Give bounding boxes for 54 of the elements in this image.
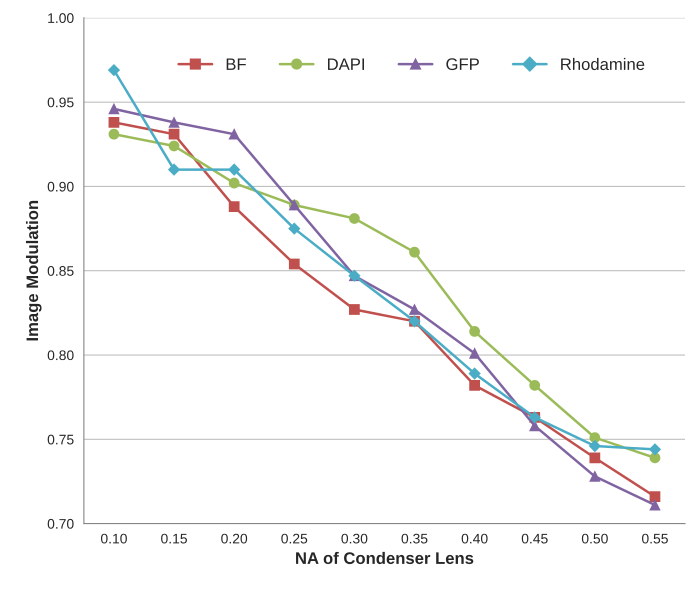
point bbox=[168, 164, 180, 176]
y-tick-label: 1.00 bbox=[48, 13, 74, 24]
point bbox=[588, 440, 601, 452]
point bbox=[650, 500, 660, 510]
point bbox=[288, 222, 300, 234]
legend-label: BF bbox=[226, 58, 246, 70]
x-tick-label: 0.45 bbox=[522, 534, 548, 544]
point bbox=[288, 258, 300, 270]
x-tick-label: 0.50 bbox=[582, 534, 608, 544]
legend-label: GFP bbox=[446, 58, 479, 70]
point bbox=[469, 380, 480, 391]
point bbox=[349, 213, 360, 224]
point bbox=[228, 201, 240, 212]
point bbox=[108, 128, 120, 140]
point bbox=[468, 368, 481, 380]
x-tick-label: 0.20 bbox=[221, 534, 248, 544]
legend-label: Rhodamine bbox=[561, 58, 644, 70]
point bbox=[469, 348, 480, 359]
y-tick-label: 0.85 bbox=[48, 266, 74, 276]
point bbox=[108, 64, 120, 76]
x-tick-label: 0.55 bbox=[642, 534, 668, 544]
point bbox=[168, 116, 180, 128]
point bbox=[650, 452, 660, 464]
x-tick-label: 0.35 bbox=[402, 534, 428, 544]
point bbox=[589, 432, 600, 444]
y-tick-label: 0.70 bbox=[48, 518, 74, 529]
point bbox=[529, 380, 540, 391]
y-tick-label: 0.90 bbox=[48, 182, 74, 192]
point bbox=[469, 326, 480, 337]
x-tick-label: 0.40 bbox=[462, 534, 488, 544]
point bbox=[168, 140, 180, 152]
point bbox=[409, 304, 420, 315]
legend-label: DAPI bbox=[328, 58, 364, 70]
point bbox=[108, 104, 120, 114]
y-tick-label: 0.75 bbox=[48, 434, 74, 444]
x-tick-label: 0.15 bbox=[161, 534, 187, 544]
point bbox=[228, 164, 240, 176]
point bbox=[228, 178, 240, 188]
point bbox=[349, 304, 360, 315]
y-axis-title: Image Modulation bbox=[26, 200, 42, 340]
point bbox=[649, 444, 661, 456]
point bbox=[168, 128, 180, 140]
x-tick-label: 0.10 bbox=[100, 534, 127, 544]
point bbox=[589, 452, 600, 464]
x-tick-label: 0.25 bbox=[281, 534, 308, 544]
point bbox=[228, 128, 240, 140]
point bbox=[409, 246, 420, 258]
point bbox=[108, 116, 120, 128]
point bbox=[650, 491, 660, 502]
y-tick-label: 0.95 bbox=[48, 97, 74, 108]
point bbox=[589, 471, 600, 482]
x-tick-label: 0.30 bbox=[341, 534, 368, 544]
x-axis-title: NA of Condenser Lens bbox=[296, 552, 474, 564]
y-tick-label: 0.80 bbox=[48, 350, 74, 360]
